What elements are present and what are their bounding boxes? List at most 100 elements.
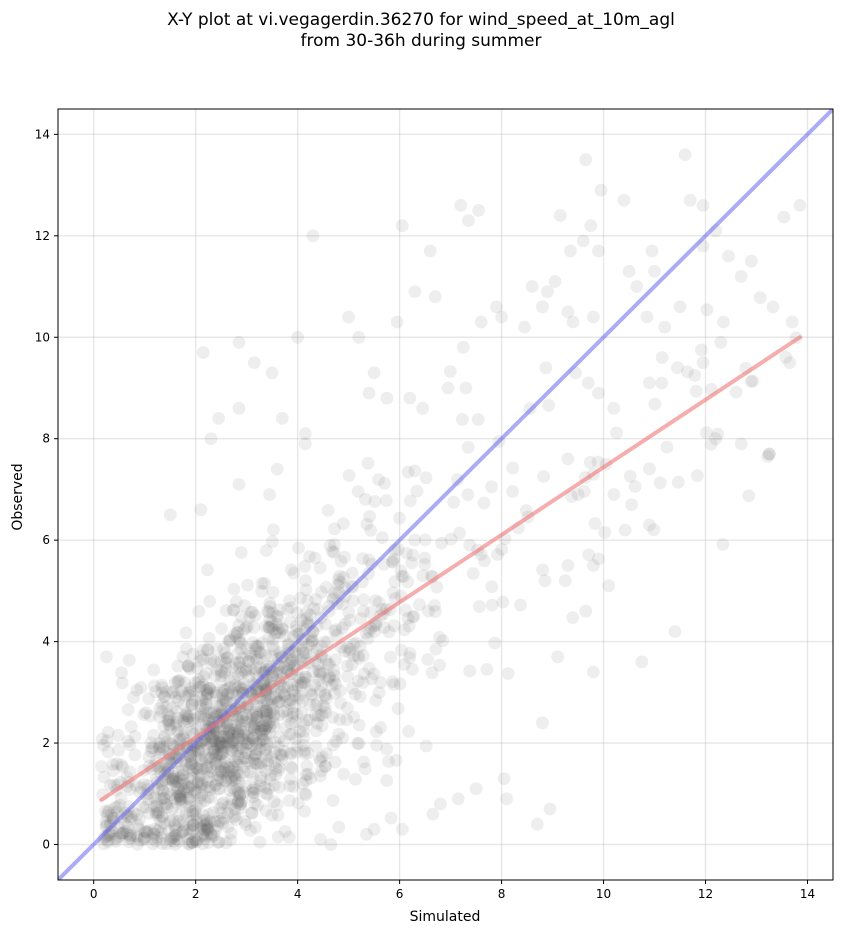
data-point [277,661,291,674]
data-point [145,741,159,755]
data-point [329,653,342,666]
data-point [183,827,197,841]
data-point [380,742,394,756]
data-point [185,835,199,849]
data-point [137,833,151,847]
data-point [408,285,422,298]
data-point [182,837,195,851]
data-point [262,621,276,635]
data-point [179,626,193,640]
data-point [189,751,203,764]
data-point [257,706,271,720]
data-point [178,726,192,740]
data-point [222,724,236,737]
data-point [459,381,473,395]
data-point [186,835,200,849]
data-point [155,678,169,692]
data-point [175,778,189,791]
data-point [157,792,171,805]
data-points [95,148,807,851]
data-point [325,545,339,558]
data-point [577,485,591,498]
data-point [671,475,685,489]
data-point [153,710,167,724]
data-point [233,789,246,803]
data-point [108,801,122,815]
data-point [239,746,253,760]
chart-title-block: X-Y plot at vi.vegagerdin.36270 for wind… [0,10,842,52]
data-point [333,713,347,727]
data-point [176,825,190,839]
data-point [259,787,273,800]
data-point [226,781,240,795]
data-point [110,757,124,771]
data-point [259,720,273,733]
data-point [196,346,210,359]
data-point [623,469,637,483]
data-point [225,764,239,778]
data-point [110,831,124,845]
data-point [273,781,286,794]
data-point [164,737,177,750]
x-tick-label: 4 [294,887,302,901]
data-point [299,768,313,781]
data-point [176,650,190,664]
data-point [313,752,326,765]
data-point [408,464,422,478]
data-point [543,802,557,816]
data-point [226,735,240,749]
data-point [216,694,230,708]
data-point [133,813,147,826]
data-point [587,665,600,679]
data-point [213,770,227,784]
data-point [193,791,207,805]
data-point [362,386,376,400]
data-point [228,628,241,641]
data-point [224,833,238,847]
data-point [298,670,312,684]
data-point [249,735,263,749]
data-point [106,764,120,777]
data-point [172,765,185,778]
data-point [354,690,367,703]
data-point [166,771,180,785]
data-point [463,664,477,678]
data-point [293,691,307,705]
data-point [472,204,485,217]
data-point [169,716,183,730]
data-point [241,737,255,750]
data-point [362,624,376,638]
data-point [224,743,238,757]
data-point [210,726,223,740]
data-point [243,610,256,624]
data-point [295,706,309,720]
data-point [204,657,218,670]
data-point [256,732,270,746]
data-point [257,695,271,709]
data-point [130,808,144,822]
data-point [215,767,229,780]
data-point [234,797,248,811]
data-point [333,576,347,589]
data-point [121,827,134,841]
data-point [777,210,791,224]
data-point [278,825,292,838]
data-point [480,663,494,676]
data-point [181,773,195,786]
data-point [157,731,171,745]
data-point [485,580,499,594]
data-point [327,674,341,688]
data-point [200,684,213,697]
data-point [553,209,567,222]
data-point [130,683,144,697]
data-point [147,828,161,841]
data-point [192,655,206,668]
data-point [118,817,132,831]
data-point [323,539,337,552]
x-tick-label: 14 [800,887,815,901]
data-point [161,713,175,726]
data-point [196,827,210,841]
data-point [124,831,138,845]
data-point [287,684,301,698]
data-point [155,705,169,718]
